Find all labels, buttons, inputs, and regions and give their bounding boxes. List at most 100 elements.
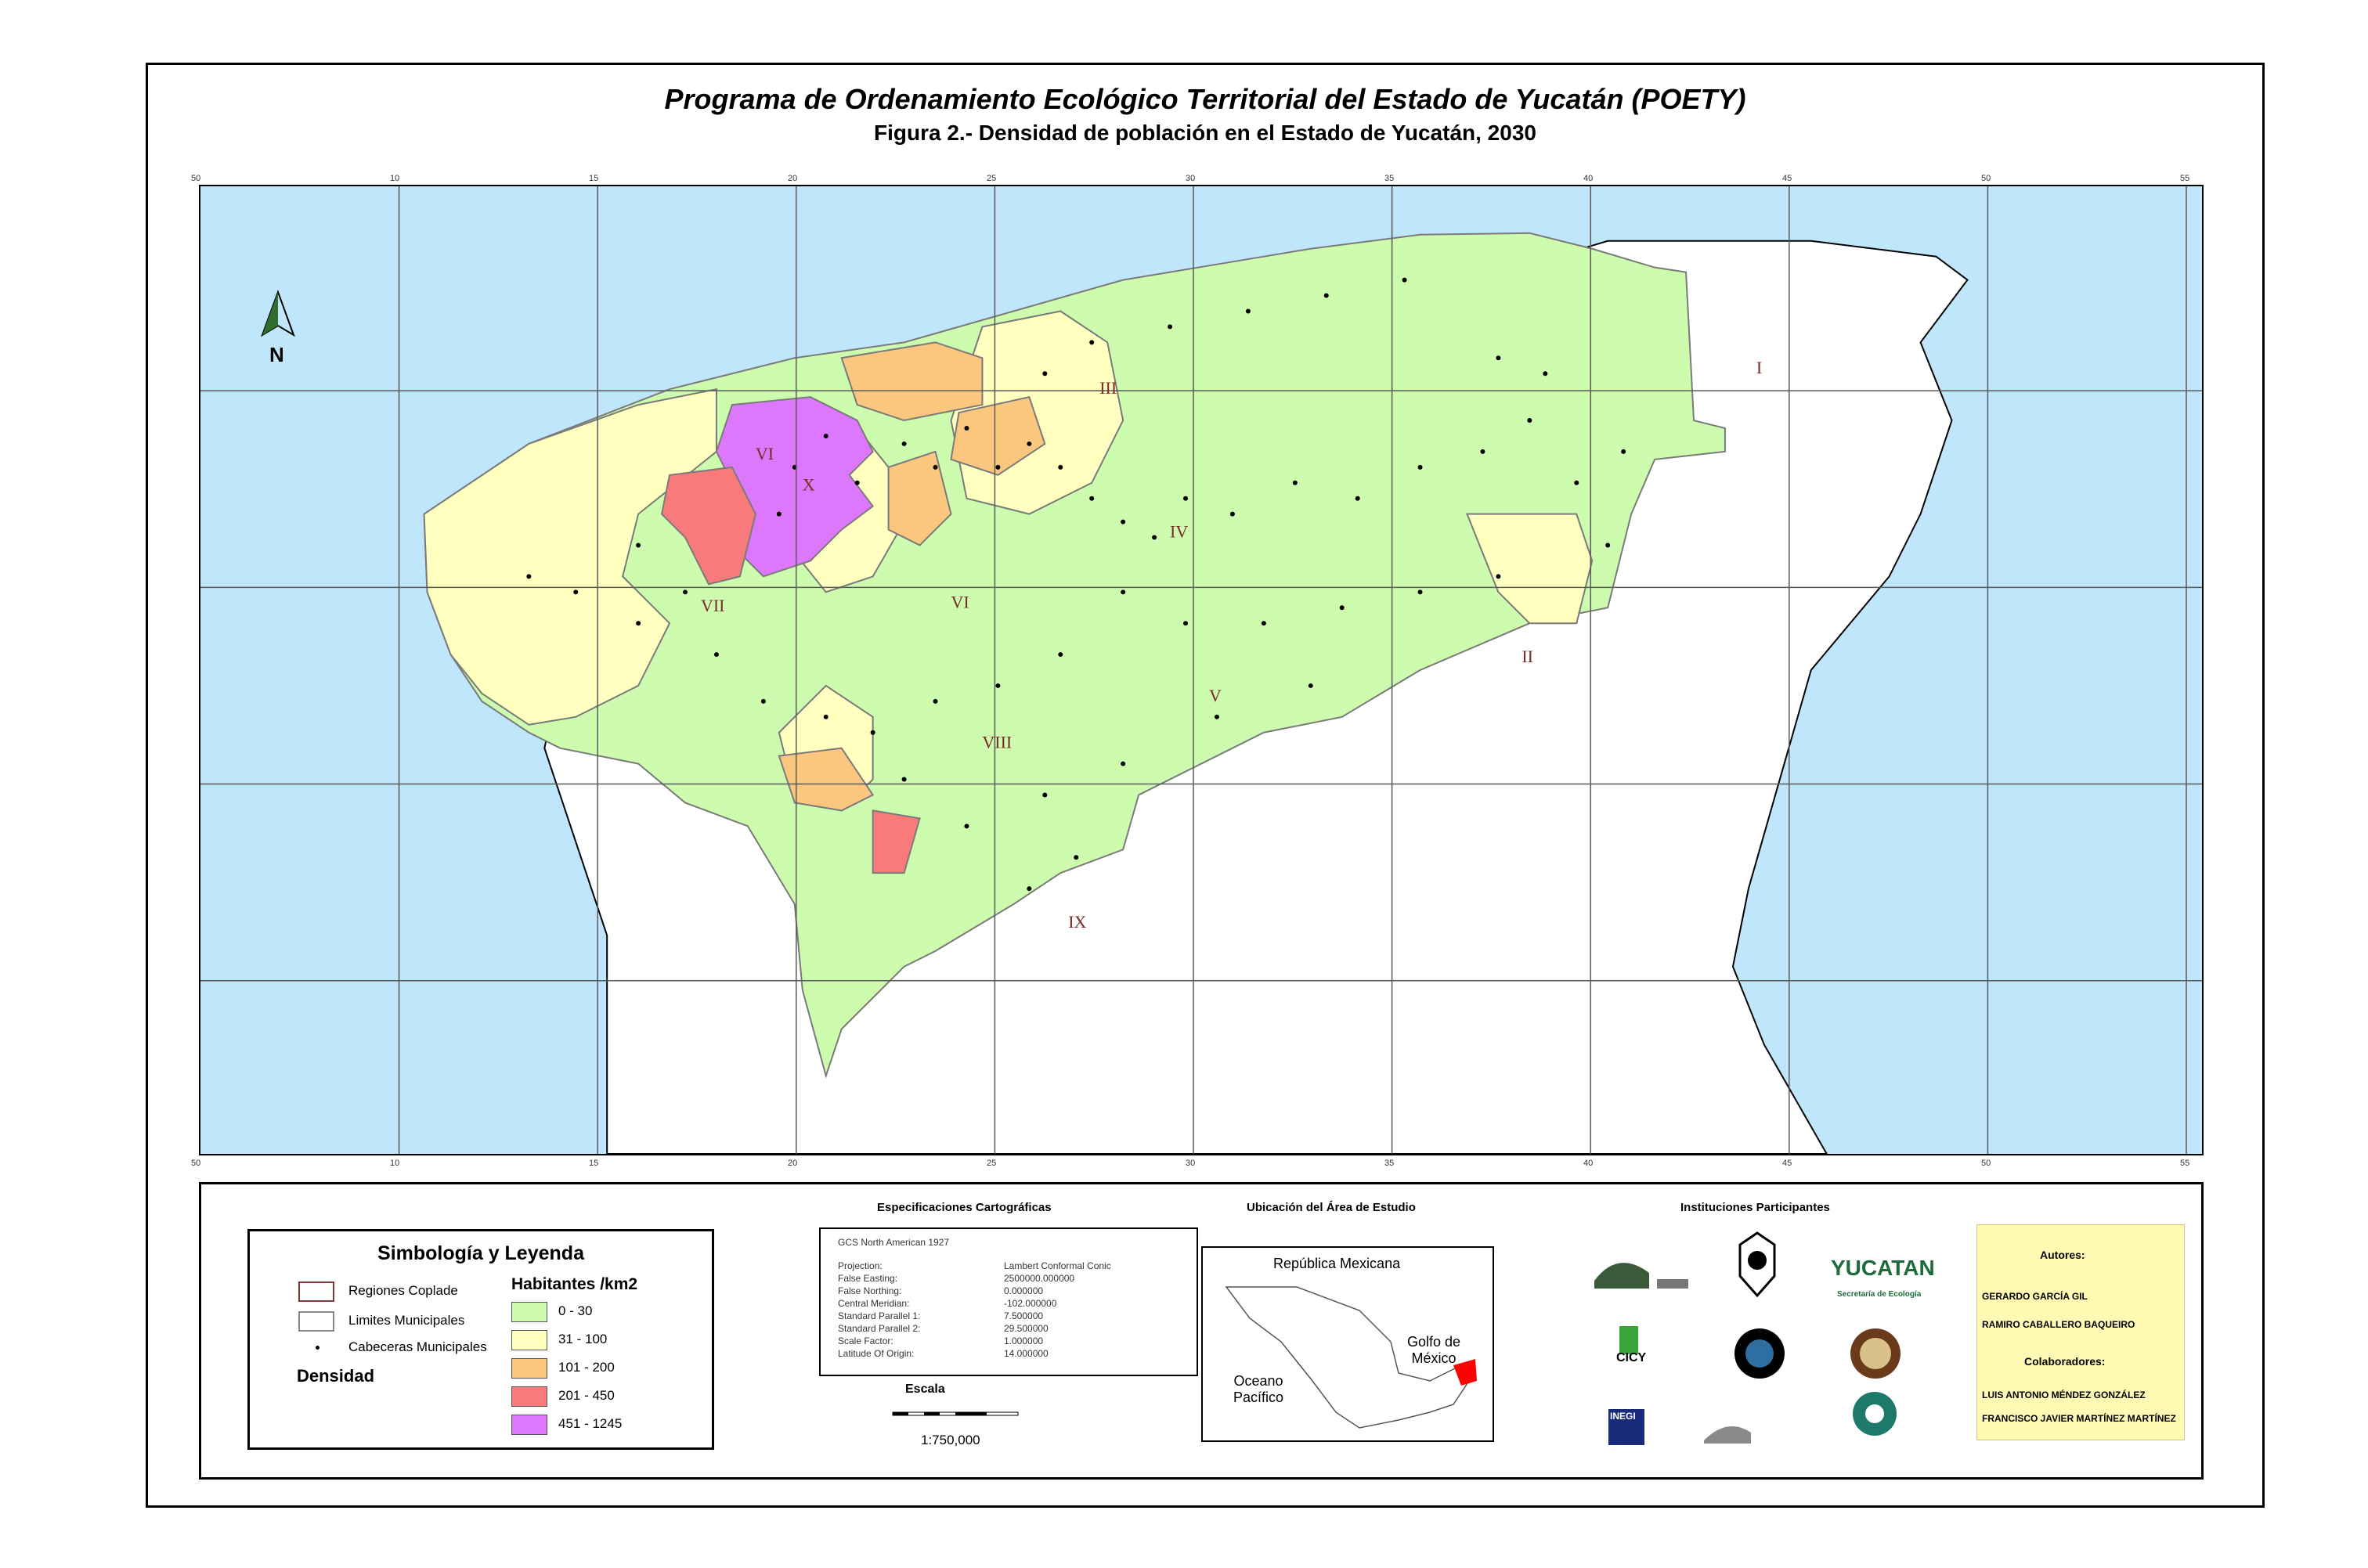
tick-label: 40: [1583, 174, 1594, 183]
map-frame: [146, 63, 2265, 1508]
tick-label: 15: [589, 1159, 599, 1168]
scale-bar: [892, 1411, 1019, 1416]
colaborador-name: FRANCISCO JAVIER MARTÍNEZ MARTÍNEZ: [1982, 1413, 2176, 1424]
spec-row: Standard Parallel 1: 7.500000: [838, 1310, 1044, 1321]
tick-label: 20: [788, 1159, 798, 1168]
colaborador-name: LUIS ANTONIO MÉNDEZ GONZÁLEZ: [1982, 1390, 2146, 1400]
yucatan-highlight: [1453, 1359, 1477, 1386]
location-title: Ubicación del Área de Estudio: [1247, 1201, 1416, 1214]
region-label: IX: [1068, 912, 1086, 932]
region-label: VII: [701, 596, 724, 615]
secretaria-label: Secretaría de Ecología: [1837, 1290, 1922, 1299]
tick-label: 25: [987, 1159, 997, 1168]
tick-label: 50: [191, 1159, 201, 1168]
density-101-200-south: [778, 747, 875, 812]
cinvestav-logo: [1851, 1389, 1898, 1447]
regiones-swatch: [298, 1281, 334, 1302]
tick-label: 30: [1186, 1159, 1196, 1168]
golfo-label: Golfo de México: [1406, 1334, 1461, 1366]
legend-title: Simbología y Leyenda: [377, 1242, 584, 1264]
density-swatch-201-450: [511, 1386, 547, 1407]
density-101-200-center: [887, 450, 952, 546]
info-panel: [199, 1182, 2204, 1480]
specs-title: Especificaciones Cartográficas: [877, 1201, 1052, 1214]
density-201-450-ticul: [872, 809, 921, 874]
tick-label: 40: [1583, 1159, 1594, 1168]
limites-label: Limites Municipales: [348, 1313, 465, 1328]
density-101-200-north: [840, 341, 984, 422]
region-label: VI: [756, 444, 774, 463]
spec-row: Projection: Lambert Conformal Conic: [838, 1260, 1111, 1271]
cabeceras-label: Cabeceras Municipales: [348, 1339, 487, 1354]
spec-row: Latitude Of Origin: 14.000000: [838, 1348, 1049, 1359]
shield-logo: [1734, 1229, 1781, 1303]
habitantes-label: Habitantes /km2: [511, 1275, 638, 1293]
tick-label: 50: [1981, 174, 1991, 183]
map-subtitle: Figura 2.- Densidad de población en el E…: [874, 121, 1536, 145]
tick-label: 10: [390, 1159, 400, 1168]
density-label: 31 - 100: [558, 1332, 608, 1346]
north-label: N: [269, 343, 284, 366]
tick-label: 10: [390, 174, 400, 183]
autor-name: GERARDO GARCÍA GIL: [1982, 1291, 2088, 1302]
tick-label: 45: [1782, 174, 1792, 183]
regiones-label: Regiones Coplade: [348, 1283, 458, 1298]
seal-logo: [1848, 1326, 1903, 1385]
region-labels: I II III IV V VI VI VII VIII IX X: [701, 358, 1762, 932]
region-label: III: [1099, 378, 1117, 398]
authors-box: Autores: GERARDO GARCÍA GIL RAMIRO CABAL…: [1976, 1224, 2185, 1440]
spec-row: Scale Factor: 1.000000: [838, 1336, 1044, 1346]
region-label: II: [1522, 647, 1533, 666]
density-swatch-0-30: [511, 1302, 547, 1322]
region-label: VI: [951, 592, 969, 611]
sedesol-logo: [1696, 1417, 1782, 1452]
spec-row: Standard Parallel 2: 29.500000: [838, 1323, 1049, 1334]
limites-swatch: [298, 1311, 334, 1332]
specs-box: GCS North American 1927 Projection: Lambe…: [819, 1227, 1198, 1376]
legend: Simbología y Leyenda Regiones Coplade Li…: [247, 1229, 714, 1450]
cabeceras-municipales: [526, 277, 1626, 892]
north-arrow-icon: [261, 290, 295, 337]
tick-label: 30: [1186, 174, 1196, 183]
density-label: 201 - 450: [558, 1388, 615, 1403]
tick-label: 50: [191, 174, 201, 183]
density-31-100-west: [423, 387, 717, 726]
tick-label: 55: [2180, 1159, 2190, 1168]
mexico-outline: [1225, 1286, 1477, 1429]
region-label: IV: [1170, 522, 1188, 542]
colaboradores-label: Colaboradores:: [2024, 1355, 2106, 1368]
cicy-logo: CICY: [1613, 1323, 1646, 1366]
region-label: I: [1756, 358, 1762, 377]
republica-label: República Mexicana: [1273, 1256, 1401, 1271]
spec-row: False Easting: 2500000.000000: [838, 1273, 1075, 1284]
scale-title: Escala: [905, 1382, 945, 1396]
cabeceras-symbol: [316, 1346, 319, 1350]
main-map: I II III IV V VI VI VII VIII IX X: [199, 185, 2204, 1155]
scale-value: 1:750,000: [921, 1433, 980, 1447]
spec-gcs: GCS North American 1927: [838, 1237, 950, 1248]
location-inset: República Mexicana Golfo de México Ocean…: [1201, 1246, 1494, 1442]
region-label: V: [1209, 686, 1222, 705]
map-title: Programa de Ordenamiento Ecológico Terri…: [664, 83, 1746, 115]
density-label: 451 - 1245: [558, 1416, 623, 1431]
tick-label: 35: [1384, 174, 1395, 183]
oceano-label: Oceano Pacífico: [1233, 1373, 1284, 1405]
tick-label: 45: [1782, 1159, 1792, 1168]
tick-label: 20: [788, 174, 798, 183]
tick-label: 35: [1384, 1159, 1395, 1168]
tick-label: 50: [1981, 1159, 1991, 1168]
yucatan-logo: YUCATAN: [1831, 1256, 1935, 1280]
density-31-100-east: [1465, 513, 1594, 625]
density-label: 101 - 200: [558, 1360, 615, 1375]
map-canvas: I II III IV V VI VI VII VIII IX X: [200, 186, 2202, 1154]
autores-label: Autores:: [2040, 1249, 2085, 1261]
tick-label: 55: [2180, 174, 2190, 183]
densidad-label: Densidad: [297, 1366, 375, 1386]
autor-name: RAMIRO CABALLERO BAQUEIRO: [1982, 1319, 2135, 1330]
density-label: 0 - 30: [558, 1303, 593, 1318]
institutions-title: Instituciones Participantes: [1680, 1201, 1830, 1214]
region-label: X: [803, 475, 815, 495]
graticule: [200, 186, 2202, 1154]
inegi-logo: INEGI: [1608, 1409, 1648, 1452]
tick-label: 25: [987, 174, 997, 183]
